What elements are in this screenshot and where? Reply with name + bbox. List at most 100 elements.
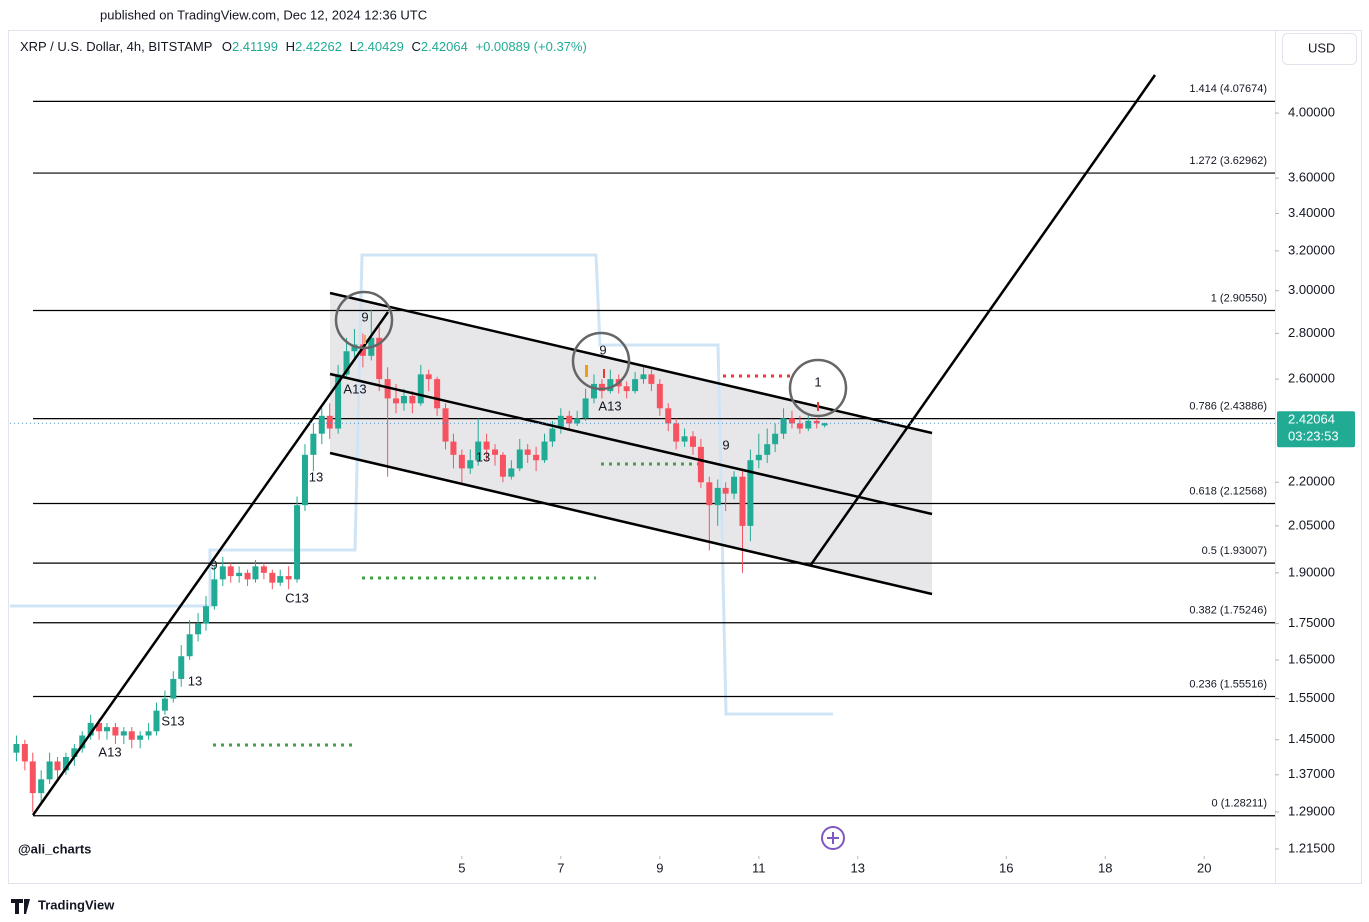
- candle-body: [632, 379, 639, 392]
- candle-body: [582, 398, 589, 419]
- candle-body: [219, 566, 226, 580]
- x-tick-label: 5: [458, 860, 465, 875]
- candle-body: [607, 379, 614, 392]
- low-value: 2.40429: [357, 39, 404, 54]
- candle-body: [434, 379, 441, 409]
- candle-body: [145, 731, 152, 736]
- highlight-circles: [334, 290, 848, 418]
- y-tick-label: 2.60000: [1288, 371, 1335, 386]
- annotation: A13: [98, 744, 121, 759]
- candle-body: [598, 383, 605, 392]
- y-tick-label: 3.60000: [1288, 170, 1335, 185]
- y-tick-label: 3.40000: [1288, 205, 1335, 220]
- y-tick-label: 1.90000: [1288, 564, 1335, 579]
- change: +0.00889 (+0.37%): [475, 39, 586, 54]
- candle-body: [533, 454, 540, 461]
- candle-body: [681, 436, 688, 442]
- candle-body: [499, 454, 506, 477]
- candle-body: [161, 698, 168, 711]
- candle-body: [343, 351, 350, 375]
- circle: [334, 290, 394, 350]
- candle-body: [450, 441, 457, 455]
- candle-body: [326, 415, 333, 429]
- candle-body: [483, 441, 490, 450]
- candle-body: [623, 386, 630, 392]
- candle-body: [301, 454, 308, 506]
- candle-body: [722, 487, 729, 494]
- add-icon: [827, 832, 839, 844]
- candle-body: [170, 678, 177, 699]
- candle-body: [549, 428, 556, 442]
- candle-body: [640, 374, 647, 380]
- ohlc-letter: H: [286, 39, 295, 54]
- fib-label: 0.236 (1.55516): [1189, 678, 1267, 690]
- fib-levels: 1.414 (4.07674) 1.272 (3.62962) 1 (2.90550…: [33, 83, 1275, 817]
- candle-body: [318, 415, 325, 434]
- candle-body: [211, 579, 218, 607]
- x-tick-label: 7: [557, 860, 564, 875]
- y-tick-label: 3.20000: [1288, 242, 1335, 257]
- x-tick-label: 11: [752, 860, 766, 875]
- candle-body: [260, 566, 267, 573]
- candle-body: [393, 398, 400, 404]
- sequential-count: 1: [814, 374, 821, 389]
- x-tick-label: 20: [1197, 860, 1211, 875]
- candle-body: [227, 566, 234, 577]
- candle-body: [46, 761, 53, 780]
- annotation: S13: [161, 713, 184, 728]
- candle-body: [13, 744, 20, 753]
- x-tick-label: 16: [999, 860, 1013, 875]
- candle-body: [244, 572, 251, 580]
- y-tick-label: 2.05000: [1288, 517, 1335, 532]
- candle-body: [178, 656, 185, 679]
- candle-body: [442, 408, 449, 442]
- candle-body: [277, 576, 284, 583]
- candle-body: [195, 623, 202, 635]
- y-tick-label: 3.00000: [1288, 282, 1335, 297]
- fib-label: 0.382 (1.75246): [1189, 605, 1267, 617]
- fib-label: 0.786 (2.43886): [1189, 401, 1267, 413]
- ohlc-letter: C: [411, 39, 420, 54]
- ohlc-letter: L: [350, 39, 357, 54]
- close-value: 2.42064: [421, 39, 468, 54]
- candle-body: [574, 418, 581, 424]
- y-tick-label: 2.80000: [1288, 325, 1335, 340]
- high-value: 2.42262: [295, 39, 342, 54]
- candle-body: [128, 731, 135, 740]
- fib-label: 1 (2.90550): [1211, 292, 1267, 304]
- candle-body: [104, 727, 111, 732]
- candles: [13, 309, 828, 812]
- fib-label: 1.414 (4.07674): [1189, 83, 1267, 95]
- watermark: @ali_charts: [18, 841, 91, 856]
- x-tick-label: 18: [1098, 860, 1112, 875]
- candle-body: [689, 436, 696, 447]
- annotation: 13: [309, 469, 323, 484]
- candle-body: [54, 761, 61, 771]
- candle-body: [780, 418, 787, 434]
- y-tick-label: 1.75000: [1288, 615, 1335, 630]
- published-note: published on TradingView.com, Dec 12, 20…: [100, 7, 427, 22]
- marker-icon: [817, 402, 819, 411]
- candle-body: [697, 446, 704, 483]
- projection-line: [808, 74, 1157, 567]
- x-tick-label: 13: [851, 860, 865, 875]
- candle-body: [79, 735, 86, 749]
- x-tick-label: 9: [656, 860, 663, 875]
- candle-body: [335, 374, 342, 429]
- fib-label: 0.5 (1.93007): [1202, 545, 1267, 557]
- candle-body: [524, 449, 531, 455]
- candle-body: [821, 423, 828, 426]
- sequential-count: 9: [599, 342, 606, 357]
- channel-middle: [329, 372, 933, 516]
- channel-lower: [329, 451, 933, 596]
- currency: USD: [1308, 40, 1335, 55]
- candle-body: [755, 454, 762, 461]
- y-tick-label: 1.29000: [1288, 803, 1335, 818]
- price-tag: 2.42064 03:23:53: [10, 411, 1355, 448]
- candle-body: [557, 415, 564, 429]
- price-tag-value: 2.42064: [1288, 412, 1335, 427]
- currency-button[interactable]: [1282, 33, 1357, 65]
- y-tick-label: 2.20000: [1288, 474, 1335, 489]
- y-tick-label: 1.45000: [1288, 731, 1335, 746]
- candle-body: [351, 344, 358, 352]
